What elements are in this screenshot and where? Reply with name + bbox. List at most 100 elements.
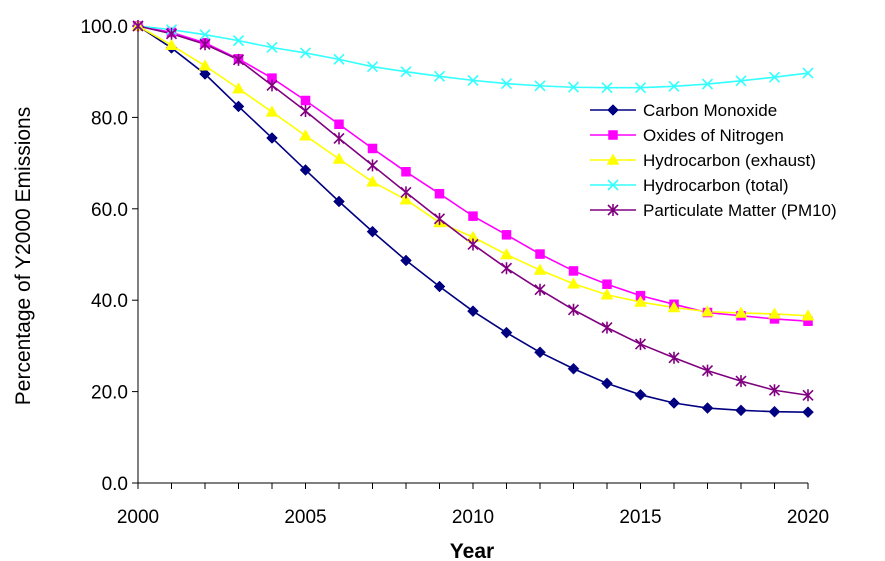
data-point-hydrocarbon-total: [534, 80, 546, 92]
series-markers-hydrocarbon-exhaust: [131, 19, 815, 321]
data-point-particulate-matter-pm10: [132, 20, 144, 32]
data-point-hydrocarbon-total: [567, 81, 580, 93]
legend-item-hydrocarbon-exhaust: Hydrocarbon (exhaust): [590, 151, 816, 170]
data-point-particulate-matter-pm10: [165, 27, 178, 40]
data-point-particulate-matter-pm10: [668, 351, 680, 364]
data-point-hydrocarbon-total: [701, 78, 714, 90]
data-point-particulate-matter-pm10: [500, 262, 513, 275]
data-point-carbon-monoxide: [266, 132, 278, 144]
data-point-carbon-monoxide: [232, 100, 245, 113]
data-point-particulate-matter-pm10: [634, 338, 647, 351]
data-point-hydrocarbon-total: [802, 67, 814, 79]
data-point-oxides-of-nitrogen: [367, 143, 378, 154]
data-point-oxides-of-nitrogen: [468, 211, 478, 221]
data-point-oxides-of-nitrogen: [334, 119, 344, 130]
y-tick-label: 20.0: [91, 383, 128, 404]
data-point-oxides-of-nitrogen: [602, 279, 612, 289]
data-point-hydrocarbon-total: [500, 78, 513, 90]
data-point-carbon-monoxide: [668, 397, 680, 409]
data-point-particulate-matter-pm10: [768, 384, 781, 397]
data-point-hydrocarbon-exhaust: [533, 263, 547, 275]
data-point-hydrocarbon-total: [634, 82, 647, 94]
y-tick-label: 0.0: [102, 474, 128, 495]
legend-marker: [607, 179, 619, 191]
data-point-particulate-matter-pm10: [601, 321, 613, 334]
data-point-particulate-matter-pm10: [467, 238, 479, 251]
data-point-hydrocarbon-exhaust: [265, 105, 279, 117]
legend-item-oxides-of-nitrogen: Oxides of Nitrogen: [590, 126, 784, 145]
data-point-hydrocarbon-total: [199, 29, 211, 41]
data-point-hydrocarbon-exhaust: [600, 288, 614, 300]
data-point-hydrocarbon-exhaust: [701, 305, 714, 317]
data-point-particulate-matter-pm10: [232, 53, 245, 66]
data-point-hydrocarbon-total: [735, 75, 747, 87]
series-line-hydrocarbon-exhaust: [137, 25, 809, 317]
data-point-hydrocarbon-exhaust: [198, 59, 212, 71]
series-markers: [131, 19, 815, 419]
data-point-hydrocarbon-total: [366, 61, 379, 73]
data-point-particulate-matter-pm10: [199, 38, 211, 51]
y-tick-label: 40.0: [91, 291, 128, 312]
legend-marker: [606, 153, 620, 165]
data-point-hydrocarbon-exhaust: [232, 82, 245, 94]
data-point-particulate-matter-pm10: [735, 375, 747, 388]
x-tick-label: 2005: [284, 507, 326, 528]
data-point-hydrocarbon-exhaust: [299, 129, 312, 141]
x-tick-label: 2015: [619, 507, 661, 528]
legend: Carbon Monoxide Oxides of Nitrogen Hydroca…: [590, 101, 837, 220]
data-point-hydrocarbon-total: [601, 82, 613, 94]
data-point-carbon-monoxide: [701, 402, 714, 414]
axes: 0.0 20.0 40.0 60.0 80.0 100.0 2000 2005 2010 2015…: [80, 17, 829, 528]
data-point-hydrocarbon-total: [299, 47, 312, 59]
data-point-hydrocarbon-exhaust: [500, 247, 513, 260]
data-point-hydrocarbon-total: [232, 35, 245, 47]
x-tick-label: 2000: [117, 507, 159, 528]
data-point-carbon-monoxide: [768, 405, 781, 418]
data-point-hydrocarbon-total: [333, 53, 345, 65]
data-point-hydrocarbon-exhaust: [634, 295, 647, 307]
data-point-particulate-matter-pm10: [701, 364, 714, 377]
data-point-carbon-monoxide: [500, 326, 513, 339]
data-point-carbon-monoxide: [634, 388, 647, 401]
data-point-oxides-of-nitrogen: [501, 230, 512, 240]
legend-label: Hydrocarbon (exhaust): [643, 151, 816, 170]
data-point-hydrocarbon-exhaust: [768, 307, 781, 319]
data-point-hydrocarbon-exhaust: [366, 175, 379, 187]
data-point-hydrocarbon-total: [433, 70, 446, 82]
data-point-carbon-monoxide: [299, 164, 312, 176]
legend-label: Carbon Monoxide: [643, 101, 777, 120]
data-point-hydrocarbon-total: [400, 66, 412, 78]
y-tick-label: 100.0: [80, 17, 128, 38]
data-point-oxides-of-nitrogen: [535, 249, 545, 259]
data-point-carbon-monoxide: [333, 195, 345, 208]
data-point-hydrocarbon-exhaust: [332, 152, 346, 164]
data-point-oxides-of-nitrogen: [300, 95, 311, 106]
data-point-carbon-monoxide: [735, 404, 747, 417]
data-point-carbon-monoxide: [366, 225, 379, 238]
data-point-hydrocarbon-exhaust: [567, 277, 580, 289]
data-point-hydrocarbon-total: [668, 80, 680, 92]
data-point-particulate-matter-pm10: [266, 79, 278, 92]
y-tick-label: 60.0: [91, 200, 128, 221]
legend-marker: [607, 104, 619, 116]
series-line-oxides-of-nitrogen: [137, 25, 809, 323]
data-point-particulate-matter-pm10: [534, 283, 546, 296]
data-point-hydrocarbon-total: [768, 71, 781, 83]
data-point-particulate-matter-pm10: [333, 132, 345, 145]
data-point-carbon-monoxide: [467, 305, 479, 318]
data-point-oxides-of-nitrogen: [568, 266, 579, 276]
data-point-particulate-matter-pm10: [433, 212, 446, 225]
data-point-particulate-matter-pm10: [299, 105, 312, 118]
legend-item-hydrocarbon-total: Hydrocarbon (total): [590, 176, 789, 195]
data-point-hydrocarbon-total: [467, 74, 479, 86]
x-tick-label: 2010: [452, 507, 494, 528]
series-markers-particulate-matter-pm10: [132, 20, 814, 402]
series-markers-oxides-of-nitrogen: [133, 21, 813, 326]
legend-marker: [608, 130, 618, 140]
legend-label: Hydrocarbon (total): [643, 176, 789, 195]
data-point-carbon-monoxide: [534, 346, 546, 359]
data-point-particulate-matter-pm10: [400, 186, 412, 199]
data-point-carbon-monoxide: [567, 362, 580, 375]
data-point-particulate-matter-pm10: [802, 389, 814, 402]
legend-item-carbon-monoxide: Carbon Monoxide: [590, 101, 777, 120]
